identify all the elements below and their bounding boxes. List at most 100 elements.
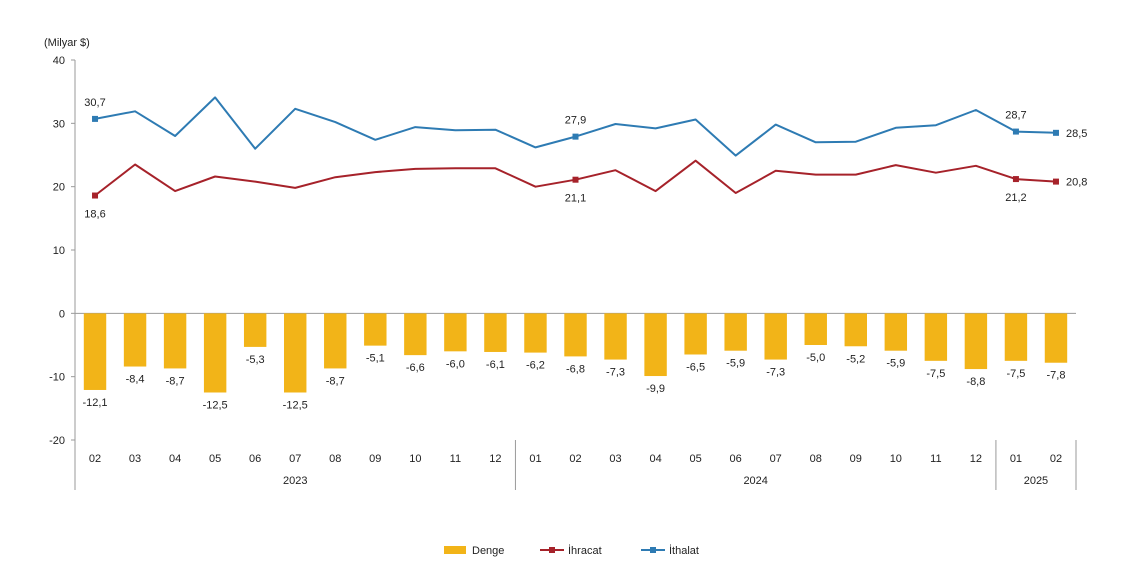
x-tick-label-month: 01 [1010,453,1022,465]
x-year-label: 2025 [1024,475,1048,487]
x-tick-label-month: 02 [1050,453,1062,465]
y-tick-label: -20 [49,435,65,447]
bar-data-label: -7,3 [766,367,785,379]
bar-data-label: -7,3 [606,367,625,379]
bar-data-label: -5,0 [806,352,825,364]
marker-ithalat [1052,129,1059,136]
x-tick-label-month: 02 [89,453,101,465]
bar-data-label: -9,9 [646,383,665,395]
bar-denge [764,313,787,360]
bar-denge [524,313,547,353]
bar-data-label: -8,7 [326,375,345,387]
point-label-ihracat: 18,6 [84,209,105,221]
point-label-ihracat: 20,8 [1066,177,1087,189]
y-tick-label: 10 [53,245,65,257]
x-tick-label-month: 11 [450,453,461,465]
x-year-label: 2024 [743,475,767,487]
y-tick-label: 20 [53,182,65,194]
x-tick-label-month: 12 [970,453,982,465]
x-tick-label-month: 03 [609,453,621,465]
x-tick-label-month: 05 [689,453,701,465]
bar-denge [724,313,747,351]
legend-swatch-denge [444,546,466,554]
axes: 40 30 20 10 0 -10 -20 [49,55,1076,447]
marker-ithalat [1012,128,1019,135]
bar-denge [163,313,187,369]
bar-data-label: -12,5 [283,400,308,412]
bar-denge [804,313,827,345]
bar-denge [1004,313,1028,361]
lines [92,96,1059,199]
x-tick-label-month: 04 [649,453,661,465]
bars-denge [83,313,1068,393]
x-tick-label-month: 05 [209,453,221,465]
bar-data-label: -8,4 [126,374,145,386]
legend-label: İthalat [669,544,699,557]
bar-denge [484,313,507,352]
bar-data-label: -6,5 [686,362,705,374]
x-tick-label-month: 07 [770,453,782,465]
bar-data-label: -5,9 [726,358,745,370]
marker-ihracat [1052,178,1059,185]
x-tick-label-month: 03 [129,453,141,465]
x-tick-label-month: 08 [329,453,341,465]
bar-denge [684,313,707,355]
bar-denge [324,313,347,369]
marker-ihracat [92,192,99,199]
point-label-ithalat: 30,7 [84,97,105,109]
x-tick-label-month: 11 [930,453,941,465]
marker-ihracat [1012,176,1019,183]
legend-marker-ihracat [549,547,555,553]
x-tick-label-month: 04 [169,453,181,465]
bar-denge [284,313,307,393]
bar-data-label: -7,5 [926,368,945,380]
bar-data-label: -7,8 [1046,370,1065,382]
bar-data-label: -12,1 [82,397,107,409]
bar-data-label: -5,2 [846,353,865,365]
bar-denge [444,313,467,352]
bar-data-label: -6,6 [406,362,425,374]
marker-ihracat [572,176,579,183]
bar-denge [844,313,867,347]
x-tick-label-month: 10 [890,453,902,465]
y-tick-label: -10 [49,372,65,384]
bar-data-label: -5,9 [886,358,905,370]
x-tick-label-month: 06 [249,453,261,465]
x-tick-label-month: 09 [369,453,381,465]
bar-labels: -12,1 -8,4 -8,7 -12,5 -5,3 -12,5 -8,7 -5,1 -6,6 -… [82,352,1065,412]
bar-data-label: -8,8 [966,376,985,388]
bar-data-label: -6,2 [526,360,545,372]
x-tick-label-month: 01 [529,453,541,465]
x-year-label: 2023 [283,475,307,487]
bar-denge [404,313,427,356]
bar-data-label: -6,0 [446,358,465,370]
bar-denge [604,313,627,360]
point-label-ithalat: 28,5 [1066,128,1087,140]
bar-denge [83,313,107,390]
bar-denge [884,313,908,351]
bar-denge [924,313,948,361]
bar-denge [364,313,387,346]
legend-label: Denge [472,545,504,557]
bar-data-label: -6,1 [486,359,505,371]
bar-denge [564,313,587,357]
marker-ithalat [92,115,99,122]
x-tick-label-month: 02 [569,453,581,465]
bar-denge [964,313,988,370]
y-tick-label: 30 [53,118,65,130]
point-label-ihracat: 21,2 [1005,192,1026,204]
legend-label: İhracat [568,544,602,557]
x-axis: 02 03 04 05 06 07 08 09 10 11 12 01 02 03 04 05 06 07 08 09… [74,440,1077,490]
bar-denge [644,313,667,377]
bar-denge [123,313,147,367]
bar-data-label: -8,7 [166,375,185,387]
x-tick-label-month: 09 [850,453,862,465]
line-labels: 18,6 21,1 21,2 20,8 30,7 27,9 28,7 28,5 [84,97,1087,221]
bar-denge [1044,313,1068,363]
legend: Denge İhracat İthalat [444,544,699,557]
x-tick-label-month: 07 [289,453,301,465]
x-tick-label-month: 06 [730,453,742,465]
y-tick-label: 40 [53,55,65,67]
bar-data-label: -5,3 [246,354,265,366]
